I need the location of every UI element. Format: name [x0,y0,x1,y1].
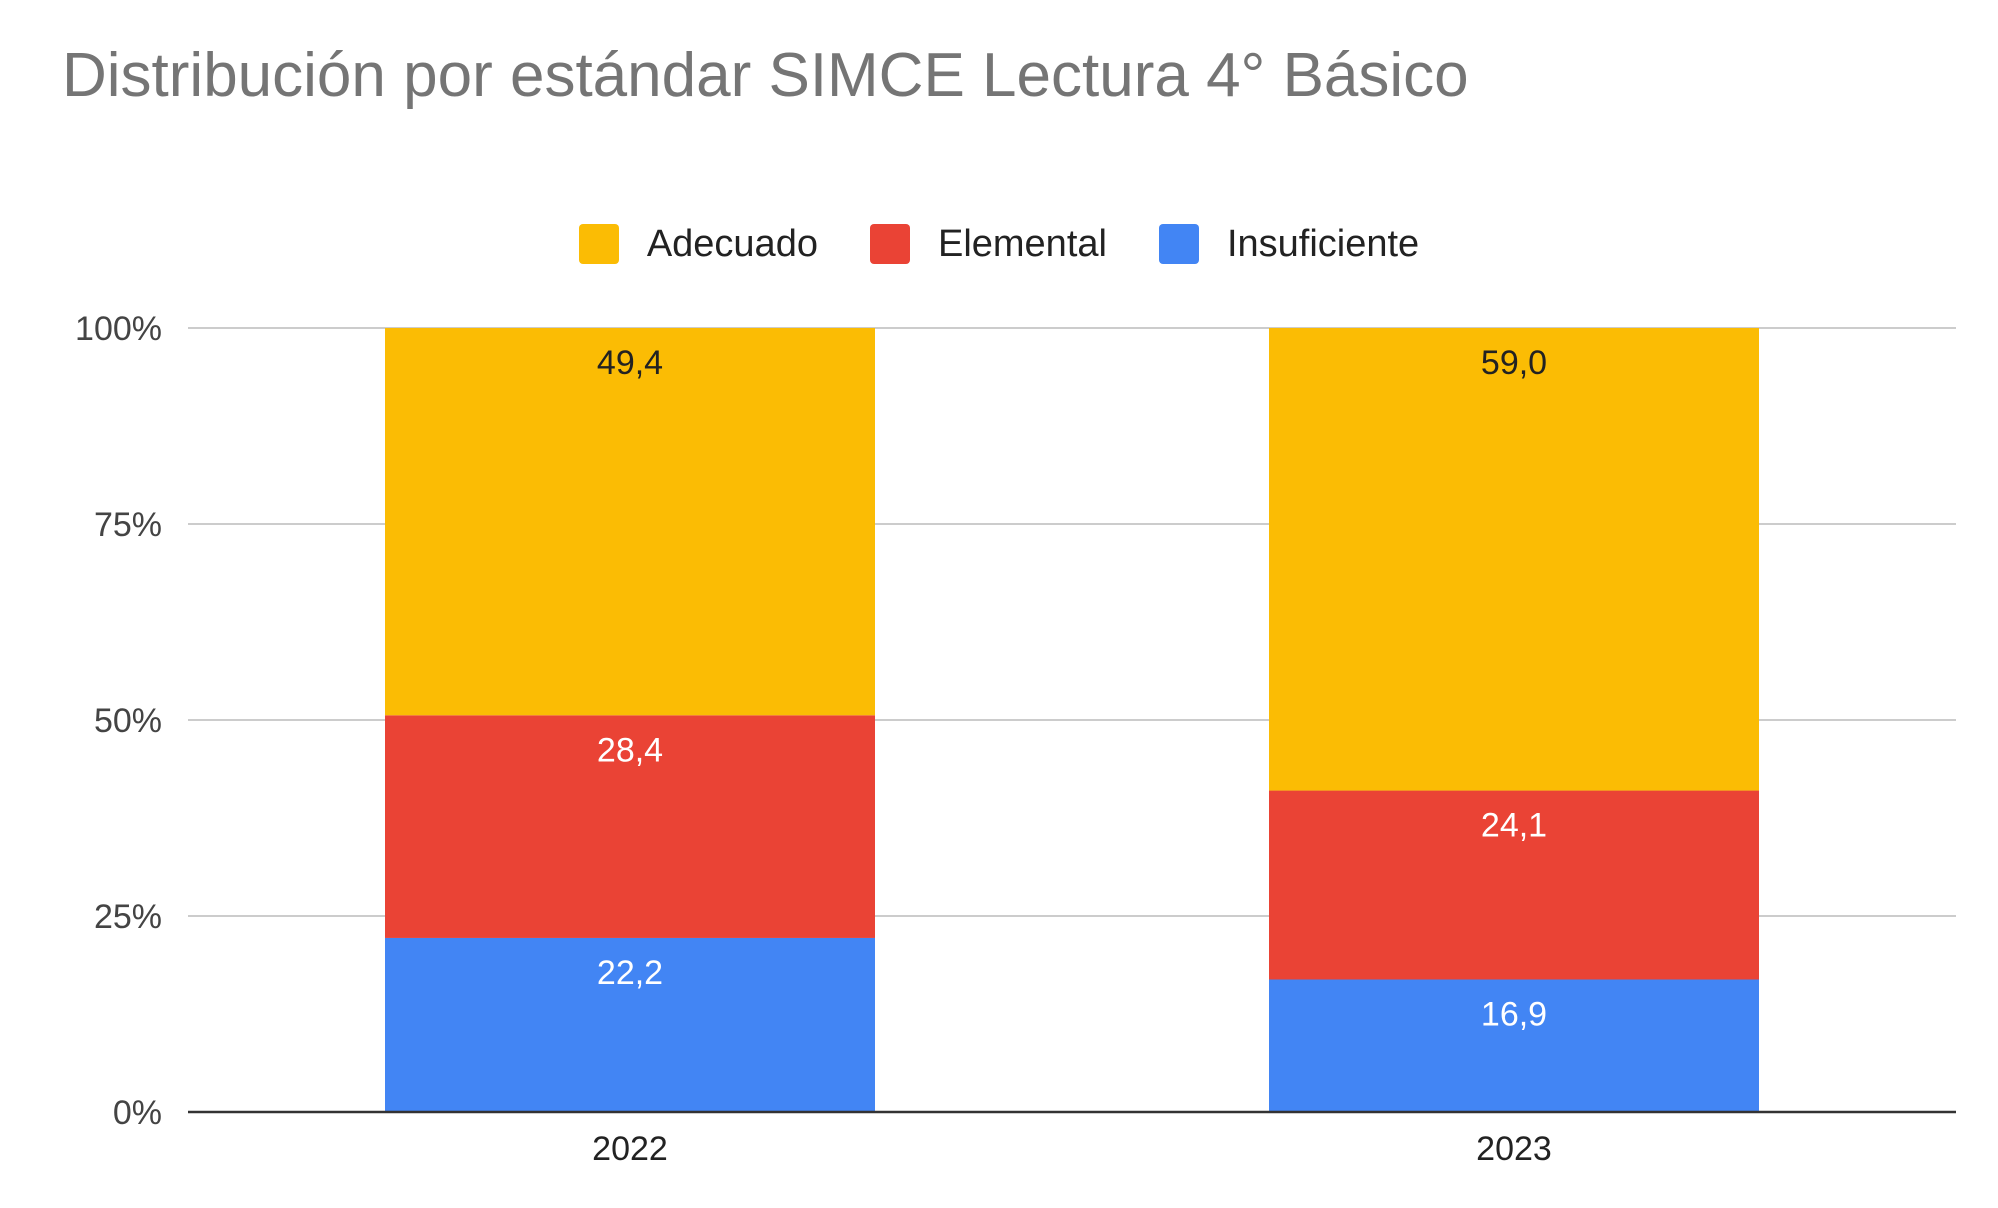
data-label: 22,2 [597,954,663,992]
bar-elemental-2023 [1269,790,1759,980]
y-tick-label: 25% [94,898,162,936]
data-label: 24,1 [1481,807,1547,845]
data-label: 16,9 [1481,996,1547,1034]
legend-item: Adecuado [578,222,818,266]
bar-insuficiente-2023 [1269,979,1759,1112]
y-tick-label: 75% [94,506,162,544]
bar-elemental-2022 [385,715,875,938]
data-label: 49,4 [597,344,663,382]
legend-label: Insuficiente [1226,222,1420,265]
legend: Adecuado Elemental Insuficiente [0,214,1998,274]
y-tick-label: 50% [94,702,162,740]
x-tick-label: 2023 [1476,1130,1552,1168]
y-tick-label: 0% [113,1094,162,1132]
legend-item: Insuficiente [1158,222,1420,266]
legend-label: Elemental [937,222,1107,265]
legend-swatch [1158,224,1199,264]
legend-label: Adecuado [646,222,818,265]
data-label: 59,0 [1481,344,1547,382]
bar-adecuado-2022 [385,328,875,716]
x-tick-label: 2022 [592,1130,668,1168]
bar-insuficiente-2022 [385,937,875,1112]
legend-swatch [578,224,619,264]
legend-item: Elemental [869,222,1107,266]
bar-adecuado-2023 [1269,328,1759,791]
chart-title: Distribución por estándar SIMCE Lectura … [62,41,1469,110]
data-label: 28,4 [597,731,663,769]
y-tick-label: 100% [75,310,162,348]
legend-swatch [869,224,910,264]
